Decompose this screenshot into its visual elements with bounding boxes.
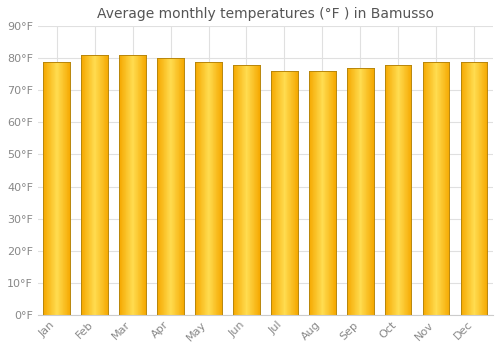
Title: Average monthly temperatures (°F ) in Bamusso: Average monthly temperatures (°F ) in Ba… [97,7,434,21]
